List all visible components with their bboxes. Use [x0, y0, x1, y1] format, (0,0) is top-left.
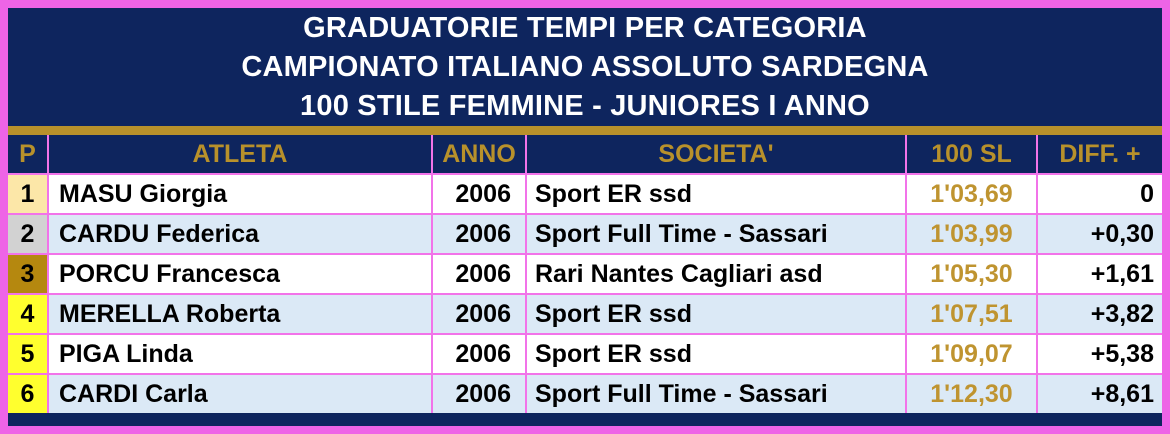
- header-club: SOCIETA': [527, 135, 905, 173]
- year-cell: 2006: [433, 255, 525, 293]
- time-cell: 1'09,07: [907, 335, 1036, 373]
- diff-cell: +5,38: [1038, 335, 1162, 373]
- header-time: 100 SL: [907, 135, 1036, 173]
- year-cell: 2006: [433, 295, 525, 333]
- diff-cell: 0: [1038, 175, 1162, 213]
- club-cell: Sport Full Time - Sassari: [527, 375, 905, 413]
- club-cell: Sport ER ssd: [527, 175, 905, 213]
- year-cell: 2006: [433, 215, 525, 253]
- gold-divider: [8, 126, 1162, 135]
- year-cell: 2006: [433, 175, 525, 213]
- year-cell: 2006: [433, 375, 525, 413]
- diff-cell: +3,82: [1038, 295, 1162, 333]
- athlete-cell: CARDI Carla: [49, 375, 431, 413]
- time-cell: 1'03,99: [907, 215, 1036, 253]
- athlete-cell: MASU Giorgia: [49, 175, 431, 213]
- athlete-cell: MERELLA Roberta: [49, 295, 431, 333]
- athlete-cell: PIGA Linda: [49, 335, 431, 373]
- year-cell: 2006: [433, 335, 525, 373]
- club-cell: Sport Full Time - Sassari: [527, 215, 905, 253]
- time-cell: 1'12,30: [907, 375, 1036, 413]
- time-cell: 1'03,69: [907, 175, 1036, 213]
- header-position: P: [8, 135, 47, 173]
- header-athlete: ATLETA: [49, 135, 431, 173]
- header-diff: DIFF. +: [1038, 135, 1162, 173]
- club-cell: Sport ER ssd: [527, 335, 905, 373]
- bottom-edge: [8, 413, 1162, 426]
- position-cell: 6: [8, 375, 47, 413]
- header-year: ANNO: [433, 135, 525, 173]
- results-card-inner: GRADUATORIE TEMPI PER CATEGORIA CAMPIONA…: [8, 8, 1162, 426]
- position-cell: 2: [8, 215, 47, 253]
- club-cell: Rari Nantes Cagliari asd: [527, 255, 905, 293]
- diff-cell: +0,30: [1038, 215, 1162, 253]
- position-cell: 5: [8, 335, 47, 373]
- club-cell: Sport ER ssd: [527, 295, 905, 333]
- title-line-3: 100 STILE FEMMINE - JUNIORES I ANNO: [300, 89, 870, 122]
- position-cell: 3: [8, 255, 47, 293]
- diff-cell: +8,61: [1038, 375, 1162, 413]
- title-line-2: CAMPIONATO ITALIANO ASSOLUTO SARDEGNA: [241, 50, 929, 83]
- diff-cell: +1,61: [1038, 255, 1162, 293]
- title-block: GRADUATORIE TEMPI PER CATEGORIA CAMPIONA…: [8, 8, 1162, 126]
- athlete-cell: PORCU Francesca: [49, 255, 431, 293]
- time-cell: 1'07,51: [907, 295, 1036, 333]
- position-cell: 4: [8, 295, 47, 333]
- title-line-1: GRADUATORIE TEMPI PER CATEGORIA: [303, 11, 867, 44]
- athlete-cell: CARDU Federica: [49, 215, 431, 253]
- position-cell: 1: [8, 175, 47, 213]
- time-cell: 1'05,30: [907, 255, 1036, 293]
